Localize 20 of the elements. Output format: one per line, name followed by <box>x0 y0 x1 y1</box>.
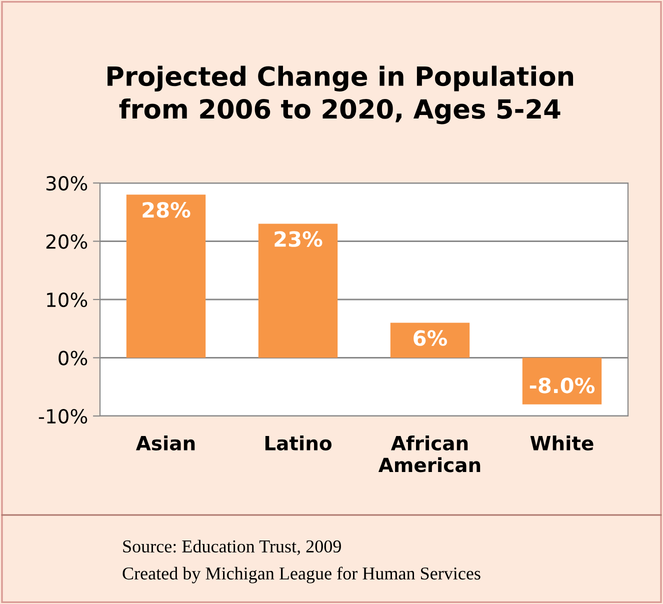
data-label: 23% <box>274 231 322 247</box>
chart-title: Projected Change in Population from 2006 to 2020, Ages 5-24 <box>108 66 574 124</box>
y-tick-label: 30% <box>46 176 88 191</box>
x-tick-label: Latino <box>265 435 332 450</box>
x-tick-label: African American <box>378 435 480 472</box>
bar <box>390 322 470 358</box>
bar <box>258 224 338 358</box>
x-tick-label: Asian <box>136 435 195 450</box>
bar <box>522 358 602 404</box>
bar <box>126 194 206 358</box>
data-label: 28% <box>142 202 190 218</box>
y-tick-label: 20% <box>46 234 88 249</box>
x-tick-label: White <box>530 435 594 450</box>
y-tick-label: 10% <box>47 292 88 308</box>
y-tick-label: 0% <box>58 350 88 366</box>
text: Created by Michigan League for Human Services <box>122 566 480 584</box>
source-note: Source: Education Trust, 2009 <box>123 540 341 556</box>
y-tick-label: -10% <box>38 408 88 424</box>
data-label: 6% <box>414 330 448 346</box>
data-label: -8.0% <box>530 378 595 394</box>
